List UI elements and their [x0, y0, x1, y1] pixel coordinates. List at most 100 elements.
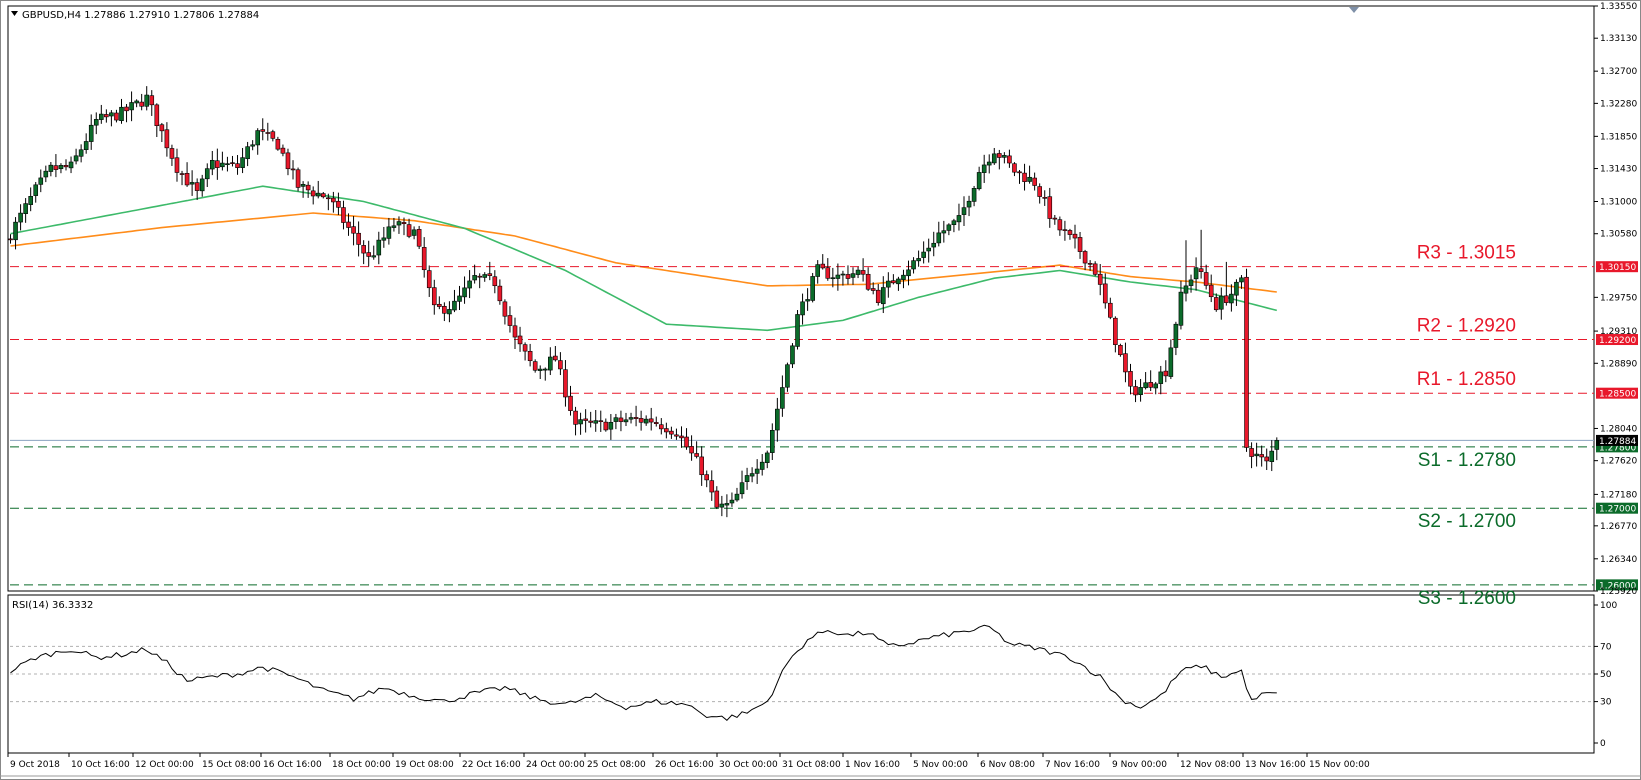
rsi-tick-label: 30: [1600, 698, 1612, 708]
price-tick-label: 1.29750: [1600, 293, 1637, 303]
candle-body: [275, 138, 281, 150]
candle-body: [174, 157, 180, 173]
candle-body: [734, 493, 740, 501]
candle-body: [447, 309, 452, 315]
candle-body: [1097, 273, 1103, 285]
candle-body: [951, 220, 957, 226]
level-label-3: R1 - 1.2850: [1417, 369, 1516, 390]
candle-body: [406, 224, 412, 237]
level-label-1: R3 - 1.3015: [1417, 243, 1516, 264]
candle-body: [896, 278, 901, 285]
rsi-tick-label: 70: [1600, 642, 1612, 652]
candle-body: [265, 132, 271, 134]
candle-body: [421, 247, 427, 271]
candle-body: [149, 95, 155, 106]
candle-body: [124, 106, 129, 112]
level-label-5: S2 - 1.2700: [1418, 511, 1516, 532]
candle-body: [1148, 382, 1153, 388]
candle-body: [598, 420, 604, 422]
candle-body: [916, 258, 921, 262]
support-resistance-levels: R3 - 1.3015 1.30150 R2 - 1.2920 1.29200 R1 -…: [10, 243, 1638, 609]
candle-body: [603, 421, 609, 431]
candle-body: [1264, 456, 1270, 462]
candle-body: [936, 232, 942, 244]
candle-body: [1224, 295, 1229, 303]
candle-body: [68, 161, 74, 169]
candle-body: [1042, 197, 1048, 199]
candle-body: [578, 419, 583, 425]
candle-body: [754, 468, 760, 474]
level-price-tag-label: 1.28500: [1599, 390, 1636, 400]
candle-body: [588, 420, 593, 423]
candle-body: [840, 273, 846, 276]
candle-body: [487, 273, 493, 276]
price-tick-label: 1.26340: [1600, 555, 1637, 565]
rsi-header: RSI(14) 36.3332: [12, 600, 93, 611]
shift-marker-icon[interactable]: [1349, 7, 1359, 13]
candle-body: [855, 269, 861, 275]
candle-body: [386, 226, 392, 239]
candle-body: [664, 428, 669, 433]
price-tick-label: 1.28040: [1600, 424, 1637, 434]
candle-body: [775, 408, 780, 431]
candle-body: [931, 242, 937, 248]
candle-body: [1102, 283, 1108, 304]
candle-body: [225, 163, 230, 165]
candle-body: [83, 141, 89, 150]
rsi-tick-label: 100: [1600, 601, 1617, 611]
time-tick-label: 24 Oct 00:00: [526, 760, 585, 770]
time-tick-label: 22 Oct 16:00: [462, 760, 521, 770]
candle-body: [1153, 383, 1159, 389]
current-price-tag: [1596, 434, 1638, 446]
candle-body: [1183, 285, 1189, 294]
candle-body: [8, 238, 13, 241]
candle-body: [704, 474, 710, 481]
candle-body: [1087, 263, 1093, 265]
level-price-tag: [1596, 387, 1638, 399]
candle-body: [295, 169, 301, 188]
candle-body: [356, 232, 361, 245]
candle-body: [961, 207, 967, 215]
candle-body: [669, 430, 674, 435]
candle-body: [537, 368, 543, 371]
candle-body: [109, 112, 114, 117]
candle-body: [744, 475, 750, 482]
candle-body: [204, 168, 210, 180]
candle-body: [426, 270, 432, 289]
rsi-indicator: 100 70 50 30 0: [10, 601, 1617, 749]
candle-body: [674, 434, 679, 437]
candle-body: [119, 106, 124, 121]
candle-body: [1052, 217, 1058, 220]
candle-body: [23, 203, 28, 214]
candle-body: [346, 221, 351, 228]
candle-body: [739, 482, 745, 495]
level-label-2: R2 - 1.2920: [1417, 316, 1516, 337]
current-price-tag-label: 1.27884: [1599, 437, 1636, 447]
level-price-tag: [1596, 579, 1638, 591]
price-tick-label: 1.29310: [1600, 327, 1637, 337]
candle-body: [1138, 387, 1143, 396]
candle-body: [199, 178, 205, 192]
candle-body: [477, 275, 482, 278]
candle-body: [376, 239, 382, 256]
time-tick-label: 7 Nov 16:00: [1045, 760, 1100, 770]
candle-body: [164, 129, 170, 149]
level-price-tag-label: 1.26000: [1599, 581, 1636, 591]
candle-body: [507, 315, 513, 326]
candle-body: [1178, 291, 1184, 326]
candle-body: [169, 148, 175, 159]
candle-body: [1007, 155, 1012, 164]
price-tick-label: 1.31850: [1600, 132, 1637, 142]
candle-body: [709, 480, 715, 493]
candle-body: [648, 418, 654, 423]
menu-triangle-icon[interactable]: [11, 11, 18, 16]
candle-body: [1249, 448, 1254, 457]
candle-body: [235, 163, 240, 168]
price-tick-label: 1.27180: [1600, 490, 1637, 500]
candle-body: [865, 273, 871, 290]
time-tick-label: 15 Oct 08:00: [202, 760, 261, 770]
candle-body: [462, 287, 467, 298]
candle-body: [532, 361, 538, 371]
candle-body: [719, 503, 725, 508]
